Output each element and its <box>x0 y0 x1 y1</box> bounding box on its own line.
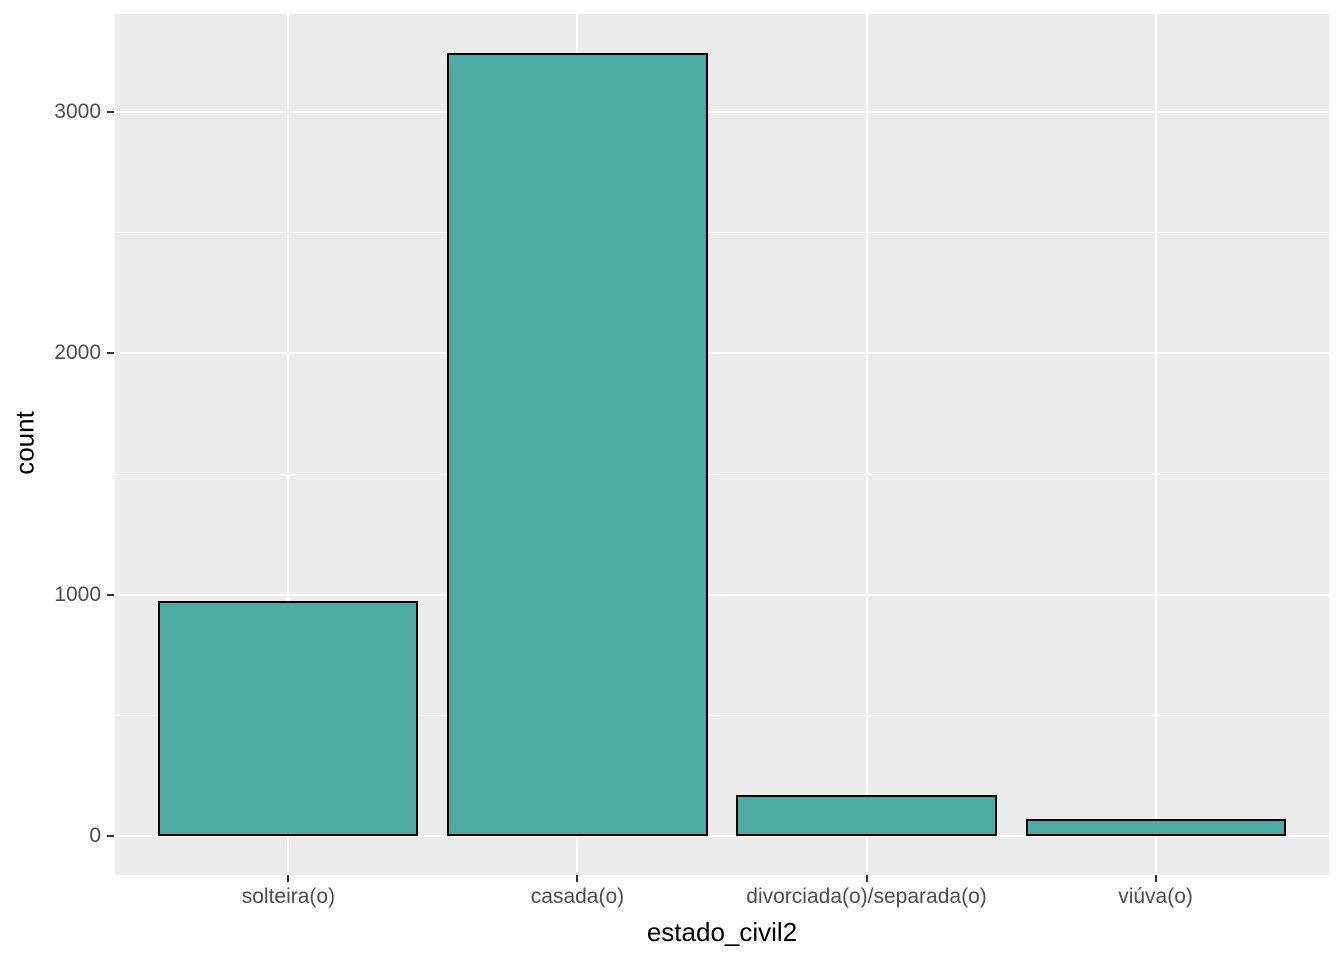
plot-panel <box>115 14 1329 875</box>
y-axis-tick <box>107 593 114 596</box>
y-axis-tick-label: 3000 <box>54 100 101 124</box>
x-axis-tick <box>865 875 868 882</box>
x-axis-tick-label: viúva(o) <box>1118 885 1193 908</box>
y-axis-tick-label: 0 <box>89 823 101 847</box>
y-gridline-major <box>115 593 1329 596</box>
y-gridline-major <box>115 111 1329 114</box>
y-gridline-minor <box>115 232 1329 234</box>
x-axis-tick-label: solteira(o) <box>241 885 336 908</box>
y-gridline-minor <box>115 714 1329 716</box>
x-axis-tick-label: divorciada(o)/separada(o) <box>746 885 987 908</box>
y-gridline-minor <box>115 473 1329 475</box>
x-gridline-major <box>865 14 868 875</box>
bar-casada-o- <box>447 53 708 836</box>
y-axis-title: count <box>9 411 40 475</box>
y-axis-tick <box>107 352 114 355</box>
bar-solteira-o- <box>158 600 419 836</box>
x-axis-tick-label: casada(o) <box>530 885 625 908</box>
y-axis-tick <box>107 111 114 114</box>
x-axis-tick <box>576 875 579 882</box>
bar-vi-va-o- <box>1025 819 1286 836</box>
x-axis-tick <box>287 875 290 882</box>
bar-divorciada-o-separada-o- <box>736 794 997 836</box>
x-axis-tick <box>1154 875 1157 882</box>
y-gridline-major <box>115 834 1329 837</box>
x-gridline-major <box>287 14 290 875</box>
y-gridline-major <box>115 352 1329 355</box>
x-gridline-major <box>1154 14 1157 875</box>
y-axis-tick-label: 2000 <box>54 341 101 365</box>
x-axis-title: estado_civil2 <box>646 917 798 947</box>
y-axis-tick <box>107 834 114 837</box>
y-axis-tick-label: 1000 <box>54 582 101 606</box>
